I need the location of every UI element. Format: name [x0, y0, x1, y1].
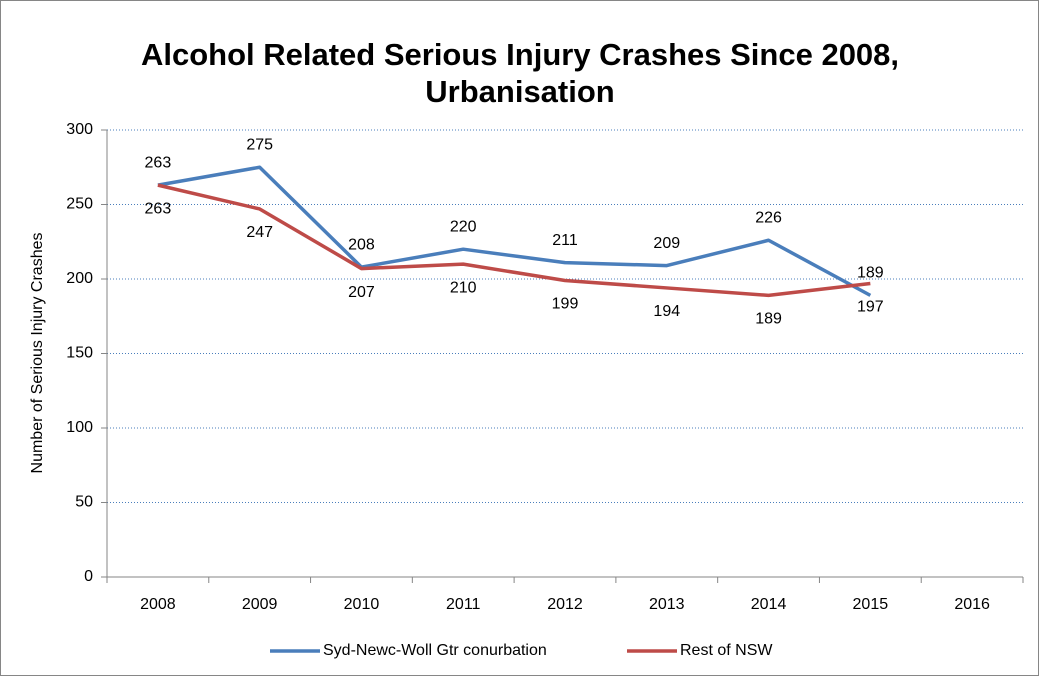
x-tick-label: 2012 — [547, 596, 583, 613]
data-label: 226 — [755, 209, 782, 226]
series-line — [157, 183, 871, 298]
data-label: 208 — [348, 236, 375, 253]
data-label: 263 — [145, 154, 172, 171]
series-line — [157, 165, 872, 297]
data-label: 194 — [653, 303, 680, 320]
y-tick-label: 100 — [66, 419, 93, 436]
chart-title: Alcohol Related Serious Injury Crashes S… — [140, 37, 900, 109]
y-tick-label: 250 — [66, 196, 93, 213]
y-tick-label: 150 — [66, 345, 93, 362]
x-tick-label: 2014 — [751, 596, 787, 613]
x-tick-label: 2013 — [649, 596, 685, 613]
data-label: 247 — [246, 224, 273, 241]
y-tick-label: 0 — [84, 568, 93, 585]
data-label: 209 — [653, 235, 680, 252]
y-tick-label: 200 — [66, 270, 93, 287]
legend-label: Rest of NSW — [680, 642, 773, 659]
x-tick-label: 2015 — [853, 596, 889, 613]
y-axis-label: Number of Serious Injury Crashes — [29, 233, 46, 474]
data-label: 275 — [246, 136, 273, 153]
x-tick-label: 2016 — [954, 596, 990, 613]
data-label: 189 — [755, 311, 782, 328]
data-label: 197 — [857, 299, 884, 316]
data-label: 210 — [450, 279, 477, 296]
data-label: 220 — [450, 218, 477, 235]
x-tick-label: 2008 — [140, 596, 176, 613]
x-tick-label: 2010 — [344, 596, 380, 613]
legend-label: Syd-Newc-Woll Gtr conurbation — [323, 642, 547, 659]
data-label: 211 — [552, 232, 578, 249]
data-label: 263 — [145, 200, 172, 217]
y-tick-label: 50 — [75, 494, 93, 511]
y-tick-label: 300 — [66, 121, 93, 138]
data-label: 199 — [552, 296, 579, 313]
data-label: 189 — [857, 265, 884, 282]
x-tick-label: 2011 — [446, 596, 481, 613]
x-tick-label: 2009 — [242, 596, 278, 613]
data-label: 207 — [348, 284, 375, 301]
